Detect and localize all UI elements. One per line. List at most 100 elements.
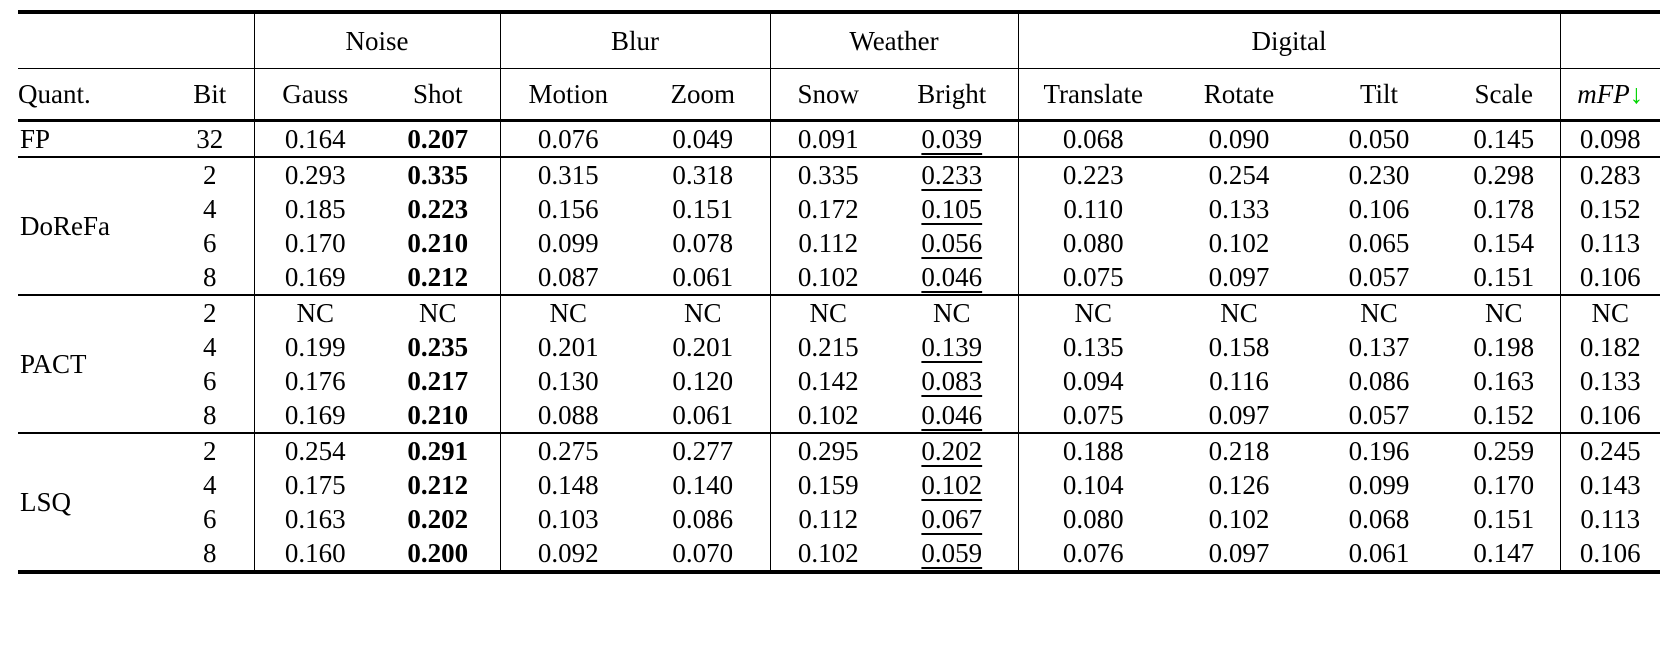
column-header-row: Quant. Bit Gauss Shot Motion Zoom Snow Bright Tr…: [18, 68, 1661, 122]
metric-cell: 0.202: [407, 503, 469, 534]
metric-cell: 0.145: [1473, 123, 1535, 154]
metric-cell: 0.200: [407, 537, 469, 568]
col-header-scale: Scale: [1448, 68, 1561, 122]
metric-cell: 0.090: [1208, 123, 1270, 154]
metric-cell: 0.172: [769, 192, 887, 226]
col-header-shot: Shot: [376, 68, 500, 122]
metric-cell: 0.151: [1473, 261, 1535, 292]
metric-cell: NC: [253, 295, 376, 330]
metric-cell: 0.130: [499, 364, 636, 398]
table-row: 6 0.163 0.202 0.103 0.086 0.112 0.067 0.080 0.10…: [18, 502, 1661, 536]
col-header-gauss: Gauss: [253, 68, 376, 122]
metric-cell: 0.126: [1208, 469, 1270, 500]
bit-width-value: 2: [203, 159, 217, 190]
metric-cell: 0.176: [253, 364, 376, 398]
metric-cell: 0.207: [407, 123, 469, 154]
col-header-zoom: Zoom: [636, 68, 771, 122]
bit-width-value: 2: [203, 435, 217, 466]
bit-width-value: 6: [203, 227, 217, 258]
metric-cell: 0.097: [1208, 399, 1270, 430]
col-header-translate: Translate: [1017, 68, 1169, 122]
metric-cell: 0.140: [672, 469, 734, 500]
metric-cell: NC: [418, 297, 457, 328]
metric-cell: 0.164: [253, 120, 376, 157]
metric-cell: 0.102: [921, 469, 983, 500]
metric-cell: 0.102: [769, 260, 887, 295]
metric-cell: 0.097: [1208, 261, 1270, 292]
metric-cell: 0.046: [921, 399, 983, 430]
metric-cell: NC: [1559, 295, 1661, 330]
metric-cell: 0.120: [672, 365, 734, 396]
metric-cell: 0.318: [672, 159, 734, 190]
metric-cell: 0.223: [407, 193, 469, 224]
metric-cell: 0.169: [253, 398, 376, 433]
metric-cell: 0.059: [921, 537, 983, 568]
metric-cell: 0.170: [1473, 469, 1535, 500]
metric-cell: 0.159: [769, 468, 887, 502]
group-header-empty: [18, 12, 254, 69]
metric-cell: 0.092: [499, 536, 636, 572]
metric-cell: 0.185: [253, 192, 376, 226]
metric-cell: 0.245: [1559, 433, 1661, 468]
quantization-robustness-table: Noise Blur Weather Digital Quant. Bit Gauss Sh…: [18, 10, 1661, 574]
metric-cell: 0.315: [499, 157, 636, 192]
metric-cell: 0.223: [1017, 157, 1169, 192]
quant-method-label: FP: [20, 123, 51, 154]
table-header: Noise Blur Weather Digital Quant. Bit Gauss Sh…: [18, 12, 1661, 122]
metric-cell: 0.152: [1559, 192, 1661, 226]
metric-cell: 0.210: [407, 399, 469, 430]
bit-width-value: 6: [203, 503, 217, 534]
metric-cell: 0.201: [499, 330, 636, 364]
metric-cell: 0.106: [1559, 398, 1661, 433]
metric-cell: 0.088: [499, 398, 636, 433]
metric-cell: 0.076: [1017, 536, 1169, 572]
metric-cell: 0.233: [921, 159, 983, 190]
table-row: LSQ 2 0.254 0.291 0.275 0.277 0.295 0.202 0.188 0…: [18, 433, 1661, 517]
metric-cell: 0.254: [253, 433, 376, 468]
metric-cell: 0.057: [1348, 261, 1410, 292]
metric-cell: 0.061: [672, 261, 734, 292]
metric-cell: 0.151: [672, 193, 734, 224]
metric-cell: 0.215: [769, 330, 887, 364]
metric-cell: 0.116: [1209, 365, 1269, 396]
metric-cell: 0.083: [921, 365, 983, 396]
metric-cell: 0.283: [1559, 157, 1661, 192]
metric-cell: 0.086: [672, 503, 734, 534]
table-row: DoReFa 2 0.293 0.335 0.315 0.318 0.335 0.233 0.2…: [18, 157, 1661, 241]
metric-cell: NC: [1485, 297, 1523, 328]
group-header-digital: Digital: [1017, 12, 1561, 69]
group-header-noise: Noise: [253, 12, 500, 69]
metric-cell: 0.104: [1017, 468, 1169, 502]
bit-width-value: 2: [203, 297, 217, 328]
metric-cell: 0.163: [1473, 365, 1535, 396]
metric-cell: 0.102: [769, 398, 887, 433]
metric-cell: 0.080: [1017, 502, 1169, 536]
metric-cell: 0.106: [1559, 260, 1661, 295]
metric-cell: 0.160: [253, 536, 376, 572]
bit-width-value: 32: [196, 123, 224, 154]
table-row: 6 0.176 0.217 0.130 0.120 0.142 0.083 0.094 0.11…: [18, 364, 1661, 398]
table-row: 4 0.185 0.223 0.156 0.151 0.172 0.105 0.110 0.13…: [18, 192, 1661, 226]
group-header-weather: Weather: [769, 12, 1019, 69]
metric-cell: 0.039: [921, 123, 983, 154]
metric-cell: 0.182: [1559, 330, 1661, 364]
table-row: 8 0.160 0.200 0.092 0.070 0.102 0.059 0.076 0.09…: [18, 536, 1661, 572]
metric-cell: 0.218: [1208, 435, 1270, 466]
metric-cell: 0.295: [769, 433, 887, 468]
metric-cell: 0.068: [1017, 120, 1169, 157]
metric-cell: 0.139: [921, 331, 983, 362]
metric-cell: 0.113: [1559, 502, 1661, 536]
metric-cell: 0.097: [1208, 537, 1270, 568]
metric-cell: 0.091: [769, 120, 887, 157]
metric-cell: 0.169: [253, 260, 376, 295]
col-header-snow: Snow: [769, 68, 887, 122]
metric-cell: 0.291: [407, 435, 469, 466]
metric-cell: 0.163: [253, 502, 376, 536]
metric-cell: 0.087: [499, 260, 636, 295]
metric-cell: 0.103: [499, 502, 636, 536]
metric-cell: 0.086: [1348, 365, 1410, 396]
metric-cell: NC: [684, 297, 722, 328]
metric-cell: 0.217: [407, 365, 469, 396]
metric-cell: 0.135: [1017, 330, 1169, 364]
metric-cell: 0.050: [1348, 123, 1410, 154]
